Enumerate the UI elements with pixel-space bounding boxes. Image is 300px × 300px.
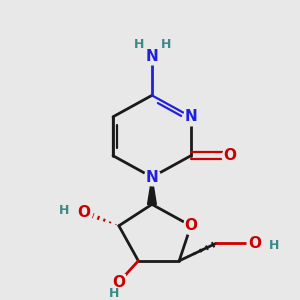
Text: H: H bbox=[134, 38, 145, 51]
Text: O: O bbox=[112, 275, 125, 290]
Polygon shape bbox=[148, 177, 156, 204]
Text: H: H bbox=[269, 239, 279, 252]
Text: H: H bbox=[109, 287, 119, 300]
Text: H: H bbox=[160, 38, 171, 51]
Text: O: O bbox=[223, 148, 236, 163]
Text: N: N bbox=[146, 49, 158, 64]
Text: O: O bbox=[249, 236, 262, 251]
Text: O: O bbox=[184, 218, 197, 233]
Text: H: H bbox=[59, 204, 69, 217]
Text: O: O bbox=[77, 205, 90, 220]
Text: N: N bbox=[146, 169, 158, 184]
Text: N: N bbox=[184, 109, 197, 124]
